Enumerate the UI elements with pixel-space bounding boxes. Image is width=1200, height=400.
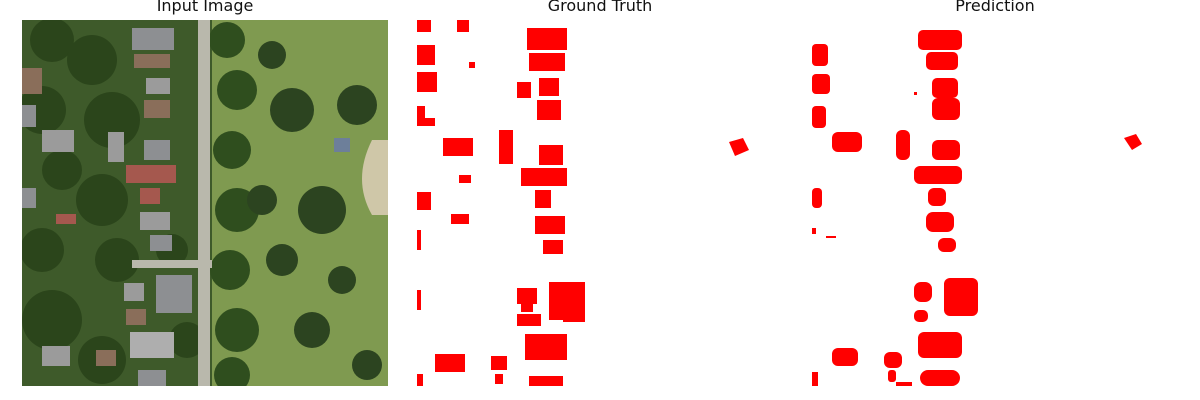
prediction-mask (812, 20, 1178, 386)
ground-truth-title: Ground Truth (547, 0, 653, 15)
aerial-image (22, 20, 388, 386)
prediction-title: Prediction (955, 0, 1035, 15)
prediction-panel (812, 20, 1178, 386)
input-image-panel (22, 20, 388, 386)
input-image-title: Input Image (156, 0, 254, 15)
ground-truth-panel (417, 20, 783, 386)
ground-truth-mask (417, 20, 783, 386)
